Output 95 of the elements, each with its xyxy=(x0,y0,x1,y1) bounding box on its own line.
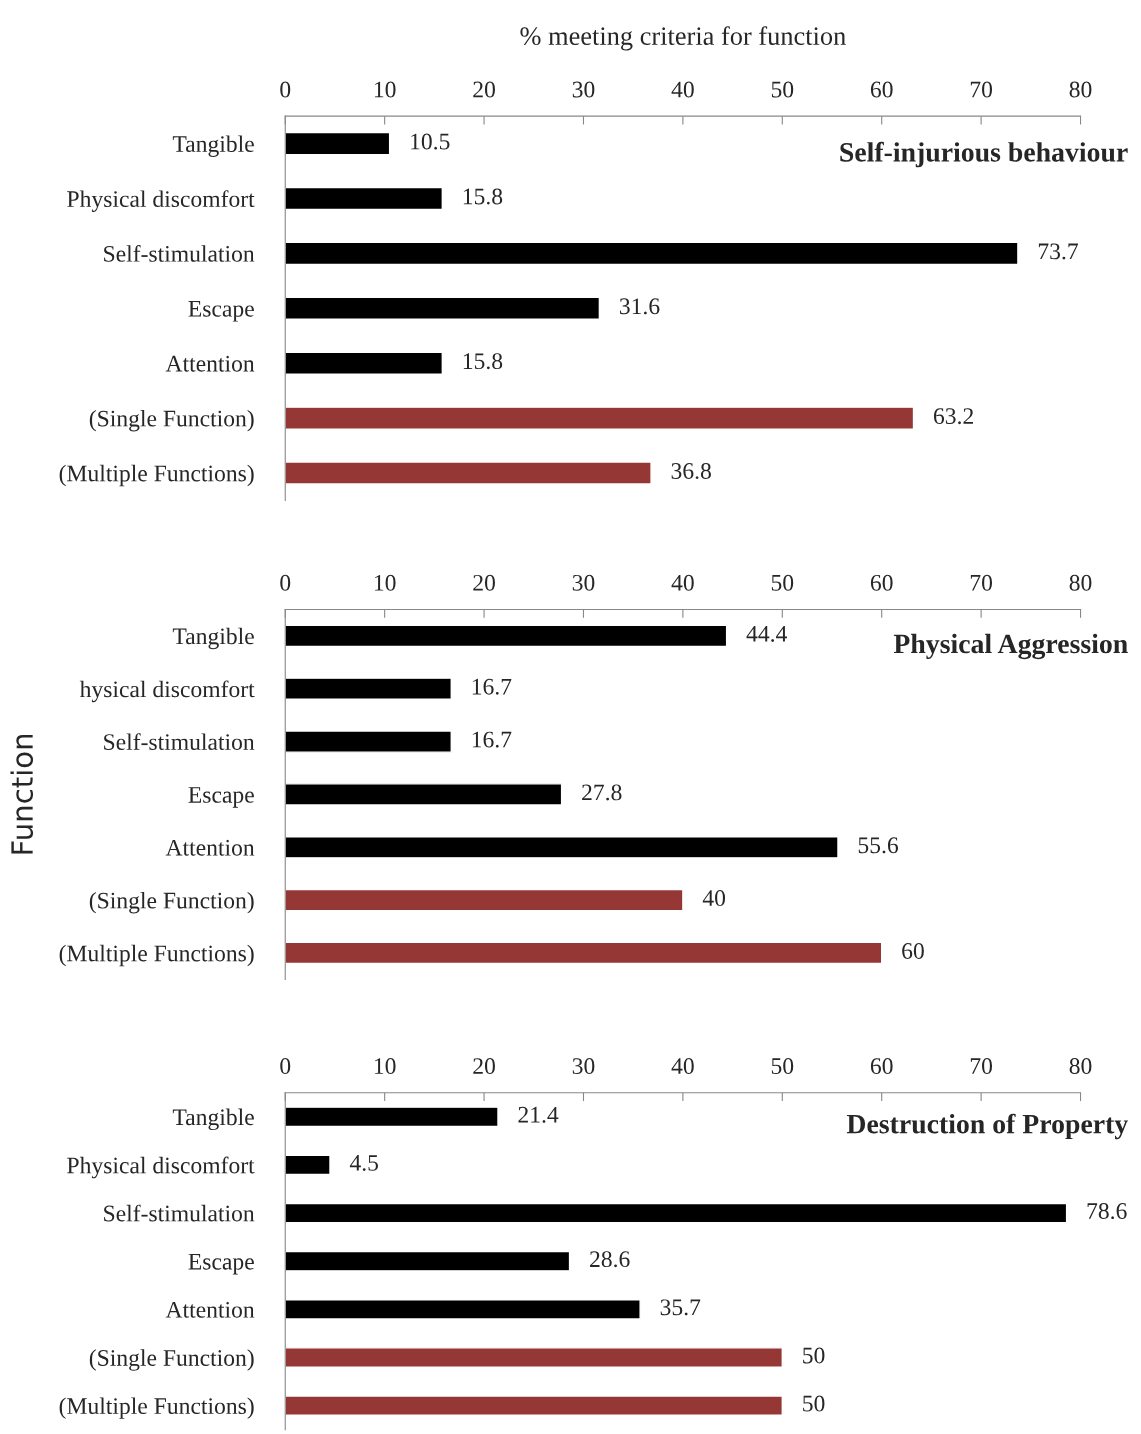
x-tick-label: 20 xyxy=(473,574,495,591)
y-tick-label: hysical discomfort xyxy=(79,680,255,703)
x-tick-label: 0 xyxy=(280,1058,291,1075)
bar xyxy=(285,888,684,912)
y-tick-label: Physical discomfort xyxy=(67,1156,255,1179)
y-tick-label: Self-stimulation xyxy=(104,244,255,262)
data-label: 31.6 xyxy=(619,298,660,315)
data-label: 16.7 xyxy=(472,731,512,748)
bar xyxy=(285,406,915,430)
y-tick-label: (Multiple Functions) xyxy=(59,464,254,487)
x-tick-label: 40 xyxy=(671,81,694,98)
data-label: 73.7 xyxy=(1038,243,1078,260)
x-tick-label: 20 xyxy=(473,81,495,98)
y-tick-label: Physical discomfort xyxy=(67,190,255,212)
x-axis-title: % meeting criteria for function xyxy=(520,26,846,51)
y-tick-label: Attention xyxy=(165,839,255,856)
data-label: 50 xyxy=(803,1347,825,1364)
y-tick-label: Tangible xyxy=(172,627,254,650)
text: Destruction of Property xyxy=(846,1113,1128,1140)
y-tick-label: Attention xyxy=(165,1301,255,1318)
x-tick-label: 60 xyxy=(870,1058,893,1075)
bar xyxy=(285,296,601,320)
x-tick-label: 10 xyxy=(374,81,396,98)
bar xyxy=(285,1202,1068,1224)
data-label: 10.5 xyxy=(411,133,450,150)
y-tick-label: Escape xyxy=(188,787,254,808)
x-tick-label: 0 xyxy=(280,81,291,98)
data-label: 44.4 xyxy=(746,626,788,642)
bar xyxy=(285,1395,783,1416)
x-tick-label: 10 xyxy=(374,574,396,591)
data-label: 63.2 xyxy=(933,408,973,425)
bar xyxy=(285,1299,641,1320)
x-tick-label: 30 xyxy=(572,81,595,98)
data-label: 27.8 xyxy=(582,784,622,801)
bar xyxy=(285,1154,331,1176)
bar xyxy=(285,186,444,211)
x-tick-label: 10 xyxy=(374,1058,396,1075)
text: Physical Aggression xyxy=(893,633,1128,660)
data-label: 4.5 xyxy=(349,1155,379,1171)
data-label: 55.6 xyxy=(858,837,899,854)
y-tick-label: (Single Function) xyxy=(89,409,254,432)
x-tick-label: 70 xyxy=(970,574,993,591)
x-tick-label: 50 xyxy=(771,1058,794,1075)
data-label: 40 xyxy=(702,890,726,907)
x-tick-label: 80 xyxy=(1069,574,1092,591)
bar xyxy=(285,783,563,806)
bar xyxy=(285,624,728,648)
x-tick-label: 80 xyxy=(1069,81,1092,98)
bar xyxy=(285,1250,571,1272)
data-label: 28.6 xyxy=(590,1251,630,1268)
bar xyxy=(285,241,1019,266)
y-tick-label: Escape xyxy=(188,1253,254,1275)
y-tick-label: Tangible xyxy=(172,1108,254,1131)
data-label: 60 xyxy=(902,942,924,959)
bar xyxy=(285,677,452,700)
text: Self-injurious behaviour xyxy=(840,141,1128,168)
x-tick-label: 30 xyxy=(572,574,595,591)
data-label: 36.8 xyxy=(671,462,711,480)
bar xyxy=(285,1347,783,1368)
x-tick-label: 40 xyxy=(671,574,694,591)
x-tick-label: 0 xyxy=(280,574,291,591)
x-tick-label: 60 xyxy=(870,574,893,591)
data-label: 15.8 xyxy=(463,353,503,370)
y-tick-label: (Single Function) xyxy=(89,1349,254,1371)
y-tick-label: Attention xyxy=(165,355,255,372)
y-tick-label: Self-stimulation xyxy=(104,733,255,751)
bar xyxy=(285,730,452,753)
x-tick-label: 70 xyxy=(970,1058,993,1075)
bar xyxy=(285,1106,499,1128)
y-tick-label: Self-stimulation xyxy=(104,1204,255,1222)
y-axis-title: Function xyxy=(10,734,34,854)
y-tick-label: (Multiple Functions) xyxy=(59,1397,254,1419)
x-tick-label: 50 xyxy=(771,574,794,591)
y-tick-label: Tangible xyxy=(172,135,254,157)
x-tick-label: 50 xyxy=(771,81,794,98)
x-tick-label: 20 xyxy=(473,1058,495,1075)
x-tick-label: 30 xyxy=(572,1058,595,1075)
data-label: 78.6 xyxy=(1087,1203,1127,1220)
data-label: 50 xyxy=(803,1395,825,1412)
bar xyxy=(285,131,391,156)
bar xyxy=(285,351,444,375)
x-tick-label: 70 xyxy=(970,81,993,98)
y-tick-label: (Single Function) xyxy=(89,891,254,914)
y-tick-label: (Multiple Functions) xyxy=(59,944,254,967)
bar xyxy=(285,941,883,965)
x-tick-label: 80 xyxy=(1069,1058,1092,1075)
data-label: 15.8 xyxy=(463,188,503,205)
x-tick-label: 60 xyxy=(870,81,893,98)
bar xyxy=(285,461,652,485)
data-label: 35.7 xyxy=(660,1299,701,1316)
bar xyxy=(285,836,839,859)
y-tick-label: Escape xyxy=(188,301,254,322)
data-label: 21.4 xyxy=(518,1106,559,1123)
data-label: 16.7 xyxy=(472,678,512,695)
x-tick-label: 40 xyxy=(671,1058,694,1075)
